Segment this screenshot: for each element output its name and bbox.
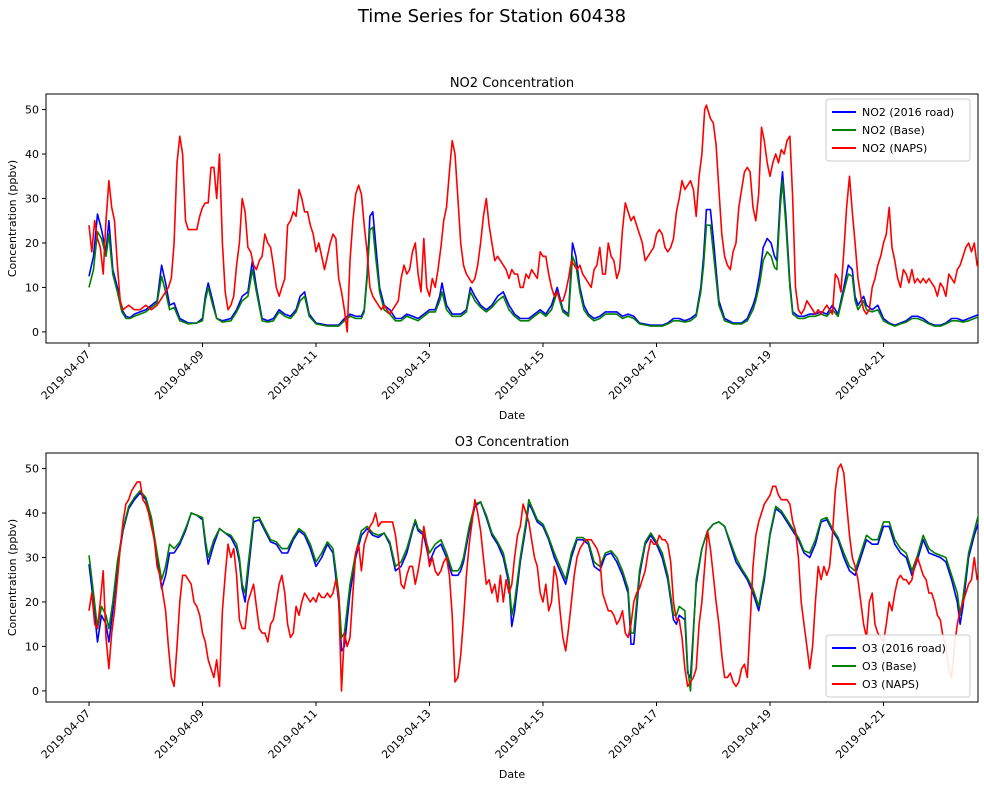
panel-1-xtick-label: 2019-04-07 <box>39 707 93 761</box>
panel-0-xtick-label: 2019-04-17 <box>606 348 660 402</box>
panel-1-legend <box>825 634 971 698</box>
panel-1-xtick-label: 2019-04-13 <box>379 707 433 761</box>
panel-0-xlabel: Date <box>499 409 526 422</box>
panel-0-ytick-label: 30 <box>25 192 39 205</box>
panel-0-xtick-label: 2019-04-09 <box>152 348 206 402</box>
panel-0-frame <box>45 93 979 344</box>
panel-1-xtick-label: 2019-04-11 <box>266 707 320 761</box>
panel-0-legend-label-0: NO2 (2016 road) <box>862 106 954 119</box>
panel-1-xtick-label: 2019-04-19 <box>720 707 774 761</box>
panel-0-legend-label-1: NO2 (Base) <box>862 124 925 137</box>
panel-1-title: O3 Concentration <box>455 435 570 450</box>
panel-0-ylabel: Concentration (ppbv) <box>6 160 19 277</box>
panel-0-ytick-label: 20 <box>25 237 39 250</box>
panel-0-ytick-label: 10 <box>25 281 39 294</box>
panel-1-series-1-line <box>88 490 978 692</box>
panel-1-ylabel: Concentration (ppbv) <box>6 519 19 636</box>
panel-0-ytick-label: 40 <box>25 148 39 161</box>
panel-0-ytick-label: 50 <box>25 104 39 117</box>
panel-1-xtick-label: 2019-04-17 <box>606 707 660 761</box>
panel-1-frame <box>45 452 979 703</box>
panel-0-legend-label-2: NO2 (NAPS) <box>862 142 927 155</box>
panel-1-ytick-label: 30 <box>25 551 39 564</box>
panel-1-xtick-label: 2019-04-21 <box>833 707 887 761</box>
panel-0-xtick-label: 2019-04-13 <box>379 348 433 402</box>
panel-0-xtick-label: 2019-04-15 <box>493 348 547 402</box>
panel-1-xtick-label: 2019-04-09 <box>152 707 206 761</box>
panel-0-ytick-label: 0 <box>32 326 39 339</box>
panel-1-legend-label-0: O3 (2016 road) <box>862 642 946 655</box>
panel-0-xtick-label: 2019-04-11 <box>266 348 320 402</box>
panel-1-series-2-line <box>88 463 978 692</box>
panel-0-xtick-label: 2019-04-21 <box>833 348 887 402</box>
panel-1-xlabel: Date <box>499 768 526 781</box>
panel-1-ytick-label: 50 <box>25 463 39 476</box>
panel-1-ytick-label: 20 <box>25 596 39 609</box>
panel-1-ytick-label: 40 <box>25 507 39 520</box>
panel-1-xtick-label: 2019-04-15 <box>493 707 547 761</box>
panel-0-title: NO2 Concentration <box>450 76 574 91</box>
panel-1-legend-label-1: O3 (Base) <box>862 660 917 673</box>
panel-0-xtick-label: 2019-04-07 <box>39 348 93 402</box>
panel-1-legend-label-2: O3 (NAPS) <box>862 678 919 691</box>
panel-0-series-2-line <box>88 104 978 333</box>
panel-1-ytick-label: 10 <box>25 640 39 653</box>
panel-1-ytick-label: 0 <box>32 685 39 698</box>
panel-0-legend <box>825 98 971 162</box>
panel-0-series-1-line <box>88 179 978 327</box>
figure-title: Time Series for Station 60438 <box>357 6 627 27</box>
panel-0-xtick-label: 2019-04-19 <box>720 348 774 402</box>
